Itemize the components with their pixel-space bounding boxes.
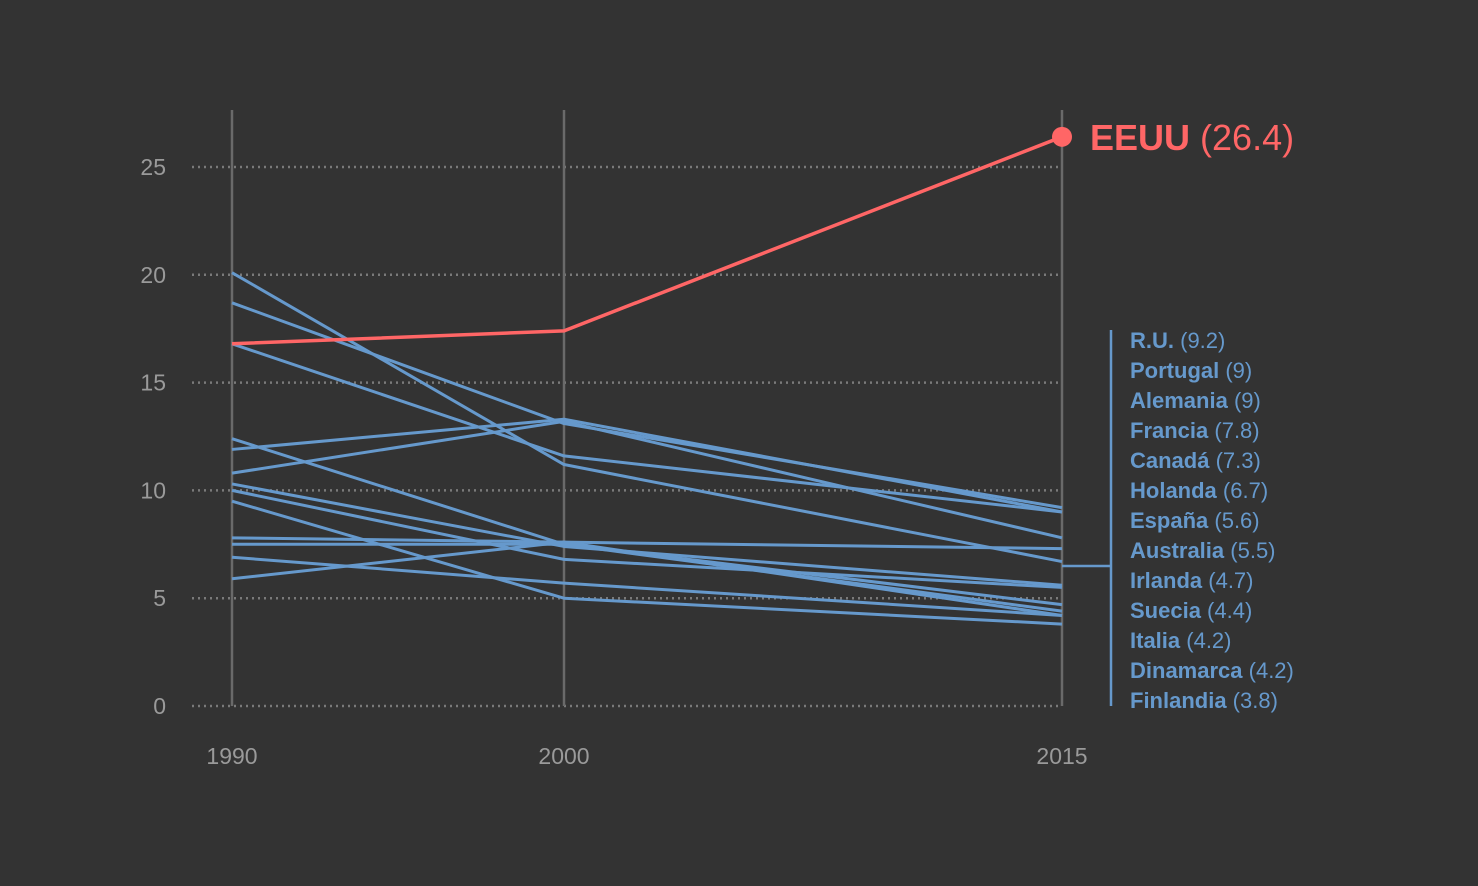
legend-item: R.U. (9.2) [1130, 328, 1225, 353]
y-tick-label: 10 [140, 477, 166, 503]
legend-item-value: (7.8) [1208, 418, 1259, 443]
x-tick-label: 1990 [206, 743, 257, 769]
legend-item-name: Holanda [1130, 478, 1218, 503]
legend-item: Francia (7.8) [1130, 418, 1260, 443]
legend-item-name: Suecia [1130, 598, 1202, 623]
legend-item-value: (5.6) [1208, 508, 1259, 533]
legend-item-name: R.U. [1130, 328, 1174, 353]
series-line [231, 488, 1063, 589]
legend-item-name: Canadá [1130, 448, 1210, 473]
legend-item: Dinamarca (4.2) [1130, 658, 1294, 683]
series-line [231, 342, 1063, 514]
y-tick-label: 0 [153, 693, 166, 719]
y-tick-label: 5 [153, 585, 166, 611]
series-line [231, 499, 1063, 626]
legend-item-value: (4.2) [1180, 628, 1231, 653]
x-tick-label: 2000 [538, 743, 589, 769]
series-line [231, 540, 1063, 617]
legend-item-name: Finlandia [1130, 688, 1227, 713]
x-axis: 1990 2000 2015 [206, 743, 1087, 769]
legend-item-value: (9) [1219, 358, 1252, 383]
series-line [232, 542, 1063, 613]
legend-item-value: (6.7) [1217, 478, 1268, 503]
legend-item: Canadá (7.3) [1130, 448, 1261, 473]
highlight-label: EEUU (26.4) [1090, 117, 1294, 158]
legend-item: Suecia (4.4) [1130, 598, 1252, 623]
legend-item-name: Portugal [1130, 358, 1219, 383]
y-tick-label: 20 [140, 262, 166, 288]
y-tick-label: 15 [140, 370, 166, 396]
highlight-end-point [1052, 126, 1072, 147]
series-lines [231, 271, 1063, 626]
legend-item: Holanda (6.7) [1130, 478, 1268, 503]
legend-item-name: Italia [1130, 628, 1181, 653]
legend-item-value: (5.5) [1224, 538, 1275, 563]
highlight-label-name: EEUU [1090, 117, 1190, 158]
legend-item-value: (9) [1228, 388, 1261, 413]
highlight-series: EEUU (26.4) [231, 117, 1294, 346]
legend-item-value: (7.3) [1209, 448, 1260, 473]
y-tick-label: 25 [140, 154, 166, 180]
series-line [231, 482, 1063, 587]
legend-item: Italia (4.2) [1130, 628, 1232, 653]
highlight-line [231, 135, 1063, 346]
legend-item-name: Australia [1130, 538, 1225, 563]
series-line [231, 271, 1063, 564]
x-tick-label: 2015 [1036, 743, 1087, 769]
series-line [231, 419, 1063, 540]
legend-item: Alemania (9) [1130, 388, 1261, 413]
legend-item-value: (3.8) [1227, 688, 1278, 713]
legend-item-name: Alemania [1130, 388, 1229, 413]
legend: R.U. (9.2)Portugal (9)Alemania (9)Franci… [1062, 328, 1294, 713]
legend-item: Portugal (9) [1130, 358, 1252, 383]
legend-item: Finlandia (3.8) [1130, 688, 1278, 713]
legend-item: España (5.6) [1130, 508, 1260, 533]
legend-item-name: Irlanda [1130, 568, 1203, 593]
legend-item-name: España [1130, 508, 1209, 533]
legend-item-value: (4.4) [1201, 598, 1252, 623]
legend-item-value: (4.7) [1202, 568, 1253, 593]
legend-item: Irlanda (4.7) [1130, 568, 1254, 593]
legend-item: Australia (5.5) [1130, 538, 1276, 563]
series-line [231, 417, 1063, 514]
legend-item-name: Francia [1130, 418, 1209, 443]
legend-item-name: Dinamarca [1130, 658, 1243, 683]
highlight-label-value: (26.4) [1190, 117, 1294, 158]
legend-item-value: (4.2) [1243, 658, 1294, 683]
grid [192, 110, 1064, 708]
legend-item-value: (9.2) [1174, 328, 1225, 353]
y-axis: 0 5 10 15 20 25 [140, 154, 166, 719]
